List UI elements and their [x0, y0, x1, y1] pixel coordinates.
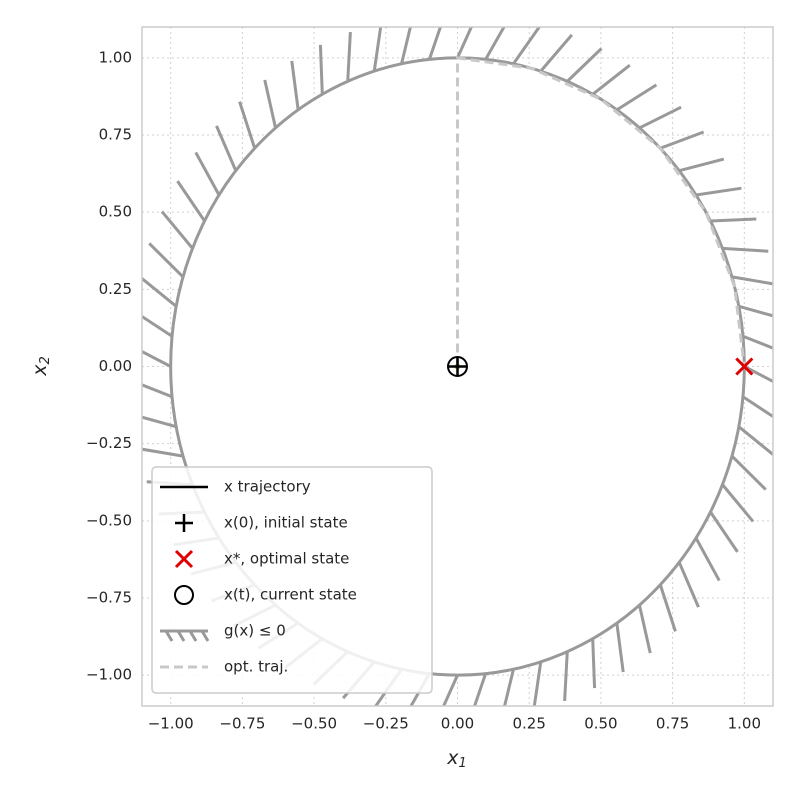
legend-hatch [200, 630, 210, 642]
constraint-hatch [142, 383, 173, 399]
legend-hatch [164, 630, 174, 642]
x-tick-label: 1.00 [728, 715, 761, 733]
x-tick-label: −0.25 [363, 715, 409, 733]
constraint-hatch [142, 415, 177, 429]
x-tick-label: 0.50 [584, 715, 617, 733]
y-axis-label-base: x [29, 364, 51, 377]
constraint-hatch [738, 304, 773, 318]
constraint-hatch [456, 27, 473, 59]
legend: x trajectory x(0), initial state x*, optim… [151, 466, 433, 694]
legend-hatch [176, 630, 186, 642]
constraint-hatch [737, 425, 773, 457]
y-tick-label: −0.25 [86, 434, 132, 452]
constraint-hatch [194, 151, 221, 196]
legend-label: opt. traj. [224, 658, 288, 676]
constraint-hatch [472, 673, 488, 706]
y-tick-label: 0.50 [99, 203, 132, 221]
constraint-hatch [238, 101, 257, 149]
constraint-hatch [721, 483, 755, 523]
constraint-hatch [743, 365, 773, 384]
constraint-hatch [263, 79, 278, 129]
constraint-hatch [148, 242, 185, 278]
constraint-hatch [615, 622, 625, 673]
y-tick-label: 0.25 [99, 280, 132, 298]
constraint-hatch [637, 604, 652, 654]
constraint-hatch [532, 661, 543, 706]
optimal-state-marker [735, 357, 754, 376]
constraint-hatch [591, 64, 631, 96]
constraint-hatch [290, 60, 300, 111]
legend-box [151, 466, 433, 694]
y-tick-label: 0.00 [99, 357, 132, 375]
constraint-hatch [512, 27, 542, 65]
constraint-hatch [730, 455, 767, 491]
constraint-hatch [346, 31, 352, 82]
constraint-hatch [427, 27, 443, 60]
legend-symbol [174, 585, 194, 605]
constraint-hatch [695, 186, 742, 197]
legend-symbol [174, 549, 194, 569]
legend-label: g(x) ≤ 0 [224, 622, 286, 640]
x-tick-label: −0.50 [291, 715, 337, 733]
y-tick-label: −0.75 [86, 588, 132, 606]
constraint-hatch [318, 44, 324, 95]
constraint-hatch [742, 395, 773, 419]
plot-frame [141, 26, 774, 707]
y-tick-label: 1.00 [99, 48, 132, 66]
constraint-hatch [372, 27, 383, 72]
constraint-hatch [694, 537, 721, 582]
legend-label: x*, optimal state [224, 550, 349, 568]
initial-state-marker [448, 357, 467, 376]
legend-symbol [175, 514, 193, 532]
constraint-hatch [400, 27, 412, 65]
constraint-hatch [709, 511, 739, 553]
legend-hatch [188, 630, 198, 642]
constraint-hatch [160, 210, 194, 250]
y-tick-label: 0.75 [99, 126, 132, 144]
legend-label: x(t), current state [224, 586, 357, 604]
x-tick-label: 0.75 [656, 715, 689, 733]
constraint-hatch [539, 33, 573, 73]
y-axis-label-sub: 2 [38, 356, 53, 364]
constraint-hatch [563, 651, 569, 702]
constraint-hatch [591, 638, 597, 689]
constraint-hatch [176, 180, 206, 222]
legend-label: x(0), initial state [224, 514, 348, 532]
constraint-hatch [638, 105, 682, 130]
constraint-hatch [659, 130, 705, 150]
constraint-hatch [442, 674, 459, 706]
constraint-hatch [484, 27, 506, 61]
y-tick-label: −0.50 [86, 511, 132, 529]
constraint-hatch [142, 447, 184, 458]
y-axis-label: x2 [29, 356, 53, 377]
y-tick-label: −1.00 [86, 666, 132, 684]
constraint-hatch [742, 334, 773, 350]
constraint-hatch [616, 83, 658, 112]
x-axis-label-sub: 1 [458, 756, 466, 771]
constraint-hatch [658, 584, 677, 632]
constraint-hatch [503, 668, 515, 706]
constraint-hatch [677, 561, 700, 608]
x-tick-label: −1.00 [148, 715, 194, 733]
constraint-hatch [215, 125, 238, 172]
x-axis-label: x1 [446, 747, 467, 771]
x-tick-label: 0.25 [513, 715, 546, 733]
x-tick-label: 0.00 [441, 715, 474, 733]
constraint-hatch [678, 157, 725, 173]
constraint-hatch [142, 314, 173, 338]
legend-label: x trajectory [224, 478, 311, 496]
optimal-trajectory [456, 56, 746, 367]
x-tick-label: −0.75 [219, 715, 265, 733]
constraint-hatch [710, 217, 757, 223]
current-state-marker [447, 356, 468, 377]
ticks: −1.00 −0.75 −0.50 −0.25 0.00 0.25 0.50 0.75 1.00… [86, 48, 761, 732]
constraint-hatch [566, 47, 603, 83]
constraint-hatch [722, 246, 769, 253]
constraint-hatch [142, 349, 172, 368]
x-axis-label-base: x [446, 747, 459, 769]
constraint-hatch [142, 276, 178, 308]
constraint-hatch [731, 275, 773, 286]
